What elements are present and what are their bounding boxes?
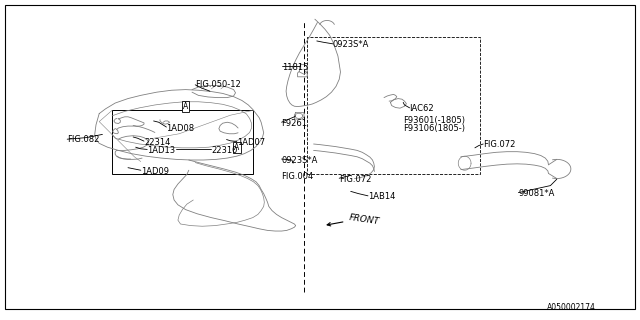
Text: FIG.050-12: FIG.050-12 [195, 80, 241, 89]
Text: FIG.072: FIG.072 [483, 140, 516, 149]
Text: 1AD13: 1AD13 [147, 146, 175, 155]
Text: 1AD08: 1AD08 [166, 124, 195, 132]
Text: F93106(1805-): F93106(1805-) [403, 124, 465, 133]
Text: 1AD07: 1AD07 [237, 138, 265, 147]
Text: FRONT: FRONT [349, 213, 381, 227]
Bar [307, 37, 480, 174]
Text: 0923S*A: 0923S*A [333, 40, 369, 49]
Text: 22314: 22314 [144, 138, 170, 147]
Text: 99081*A: 99081*A [518, 189, 555, 198]
Text: 1AB14: 1AB14 [368, 192, 396, 201]
Text: A050002174: A050002174 [547, 303, 596, 312]
Text: FIG.004: FIG.004 [282, 172, 314, 180]
Text: IAC62: IAC62 [410, 104, 434, 113]
Text: F9261: F9261 [282, 119, 308, 128]
Text: 11815: 11815 [282, 63, 308, 72]
Text: A: A [183, 102, 188, 111]
Text: F93601(-1805): F93601(-1805) [403, 116, 465, 124]
Text: 1AD09: 1AD09 [141, 167, 169, 176]
Text: 22310: 22310 [211, 146, 237, 155]
Bar [112, 110, 253, 174]
Text: 0923S*A: 0923S*A [282, 156, 318, 164]
Text: FIG.072: FIG.072 [339, 175, 372, 184]
Text: A: A [234, 143, 239, 152]
Text: FIG.082: FIG.082 [67, 135, 100, 144]
